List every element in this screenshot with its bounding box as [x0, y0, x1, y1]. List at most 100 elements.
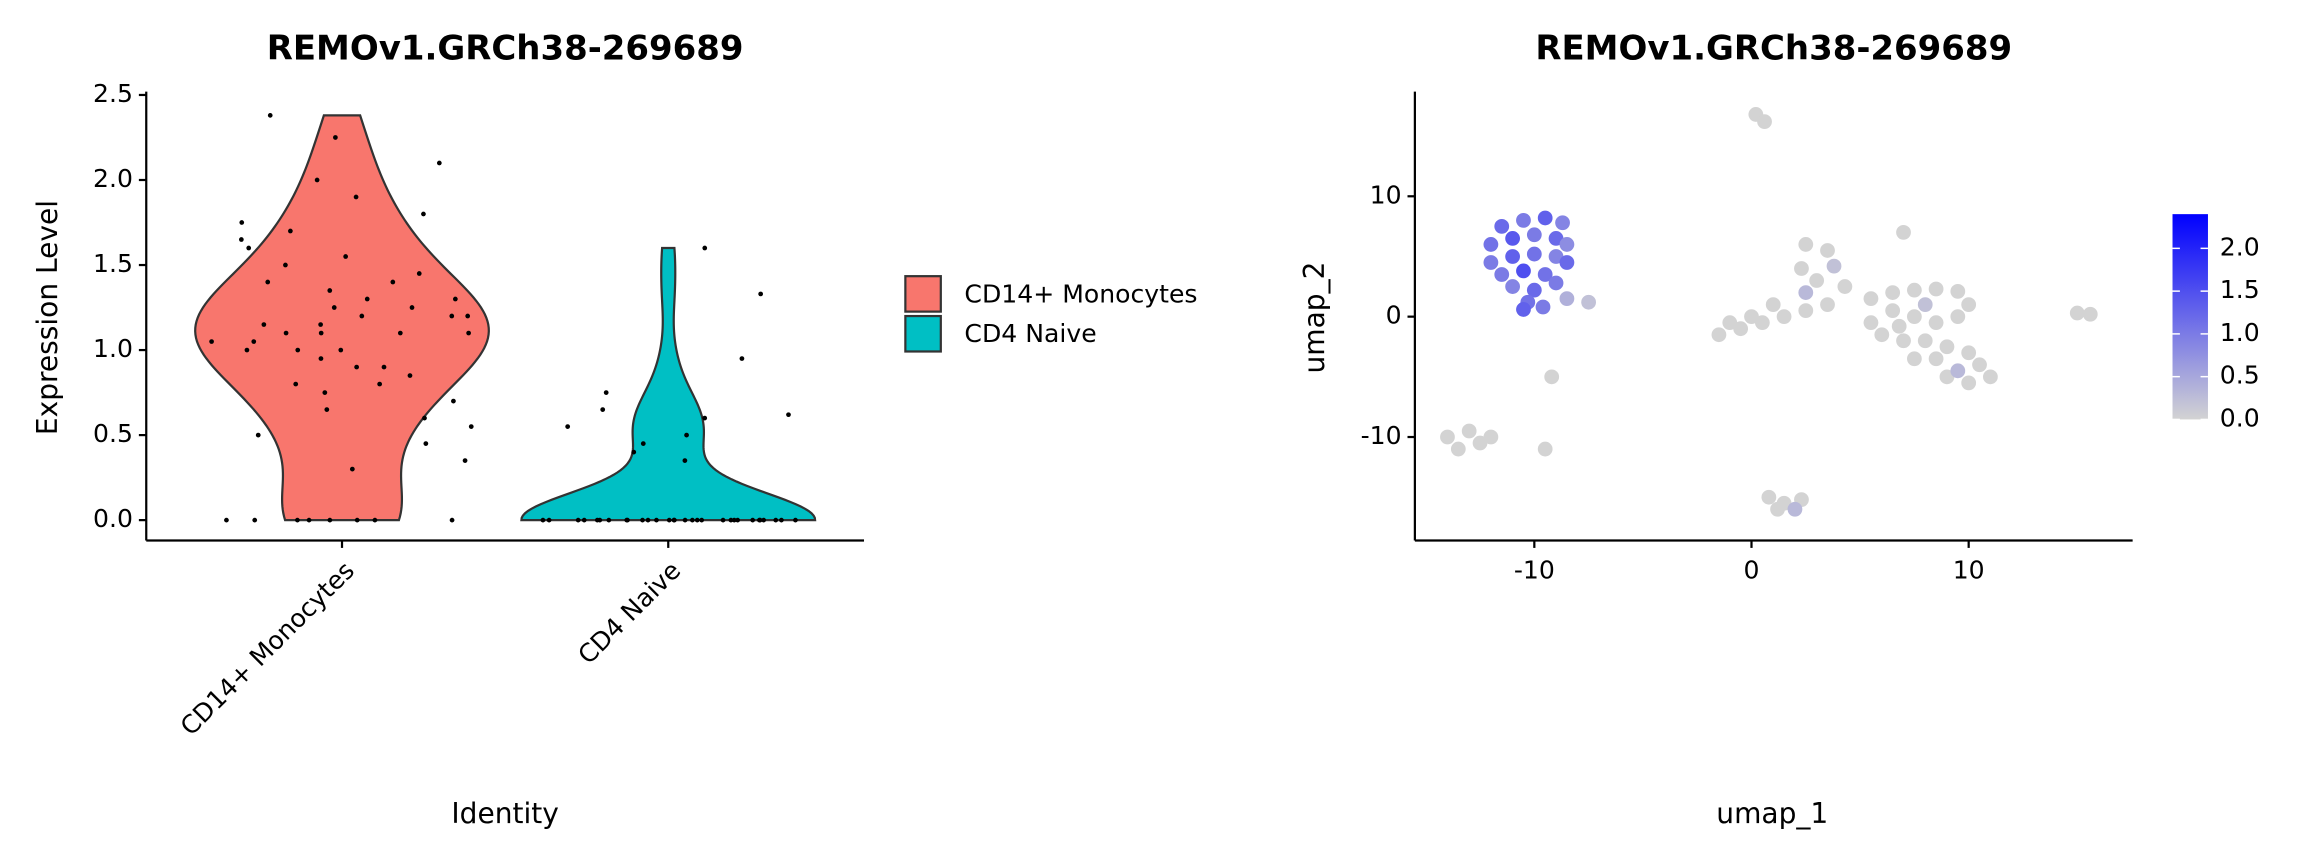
- point: [322, 390, 328, 395]
- point: [327, 517, 333, 523]
- point: [1537, 210, 1553, 226]
- point: [246, 245, 252, 251]
- point: [354, 517, 360, 523]
- point: [594, 517, 600, 523]
- point: [462, 458, 468, 463]
- point: [267, 113, 273, 118]
- point: [1722, 315, 1738, 331]
- point: [1863, 291, 1879, 306]
- point: [377, 381, 383, 387]
- point: [436, 160, 442, 166]
- point: [397, 330, 403, 336]
- point: [1440, 429, 1455, 445]
- point: [1537, 441, 1553, 457]
- y-axis-label: umap_2: [1298, 262, 1331, 374]
- point: [758, 291, 764, 297]
- point: [1494, 267, 1510, 282]
- point: [540, 517, 546, 523]
- point: [2069, 305, 2085, 321]
- point: [318, 356, 324, 361]
- y-tick-label: 2.0: [93, 164, 133, 193]
- point: [1820, 297, 1835, 312]
- point: [293, 381, 299, 387]
- y-tick-label: 1.0: [93, 334, 133, 363]
- point: [295, 517, 300, 523]
- y-tick-label: 10: [1370, 180, 1402, 209]
- x-tick-label: -10: [1514, 556, 1555, 585]
- point: [1744, 309, 1759, 325]
- point: [1505, 231, 1520, 246]
- point: [343, 254, 348, 259]
- point: [283, 262, 288, 268]
- point: [702, 245, 708, 251]
- point: [773, 517, 779, 523]
- point: [2082, 306, 2098, 322]
- point: [238, 237, 244, 242]
- point: [1765, 297, 1781, 312]
- point: [1526, 246, 1542, 262]
- point: [699, 517, 705, 523]
- point: [1809, 273, 1825, 288]
- x-tick-label: 0: [1744, 556, 1760, 585]
- point: [1798, 237, 1814, 252]
- point: [1537, 267, 1553, 282]
- point: [654, 517, 659, 523]
- point: [1516, 263, 1531, 279]
- point: [1939, 369, 1955, 385]
- point: [1798, 303, 1814, 319]
- point: [1874, 327, 1890, 343]
- point: [1906, 351, 1922, 367]
- point: [1526, 227, 1542, 243]
- point: [1770, 501, 1785, 517]
- point: [421, 211, 426, 217]
- point: [640, 517, 645, 523]
- point: [1863, 315, 1879, 331]
- point: [324, 407, 330, 412]
- violin: [520, 246, 817, 522]
- legend-key: [904, 314, 942, 353]
- point: [465, 313, 471, 319]
- point: [779, 517, 784, 523]
- point: [1885, 303, 1901, 319]
- point: [224, 517, 229, 523]
- point: [1483, 237, 1499, 252]
- point: [666, 517, 672, 523]
- point: [1906, 309, 1922, 325]
- point: [1794, 261, 1809, 276]
- point: [631, 449, 637, 455]
- colorbar-label: 1.5: [2220, 275, 2260, 304]
- y-tick-label: -10: [1361, 421, 1402, 450]
- point: [466, 330, 471, 336]
- point: [1548, 231, 1564, 246]
- point: [359, 313, 365, 319]
- point: [640, 441, 646, 446]
- point: [1961, 297, 1977, 312]
- point: [606, 517, 612, 523]
- point: [1917, 333, 1933, 349]
- point: [295, 347, 301, 353]
- point: [1544, 369, 1560, 385]
- point: [1896, 333, 1911, 349]
- point: [1961, 345, 1977, 361]
- point: [449, 517, 455, 523]
- point: [1939, 339, 1955, 355]
- colorbar-label: 0.0: [2220, 403, 2260, 432]
- point: [1961, 375, 1977, 391]
- point: [1483, 429, 1499, 445]
- point: [407, 373, 413, 378]
- point: [333, 135, 338, 140]
- x-tick-label: CD4 Naive: [572, 556, 686, 670]
- point: [702, 415, 708, 421]
- chart-title: REMOv1.GRCh38-269689: [267, 29, 744, 69]
- point: [1754, 315, 1770, 331]
- point: [1494, 218, 1510, 234]
- point: [1950, 363, 1966, 379]
- point: [1787, 501, 1803, 517]
- point: [1461, 423, 1477, 439]
- x-axis-label: Identity: [451, 797, 559, 830]
- point: [255, 432, 261, 438]
- point: [565, 424, 571, 429]
- point: [1555, 215, 1570, 231]
- y-tick-label: 0.5: [93, 419, 133, 448]
